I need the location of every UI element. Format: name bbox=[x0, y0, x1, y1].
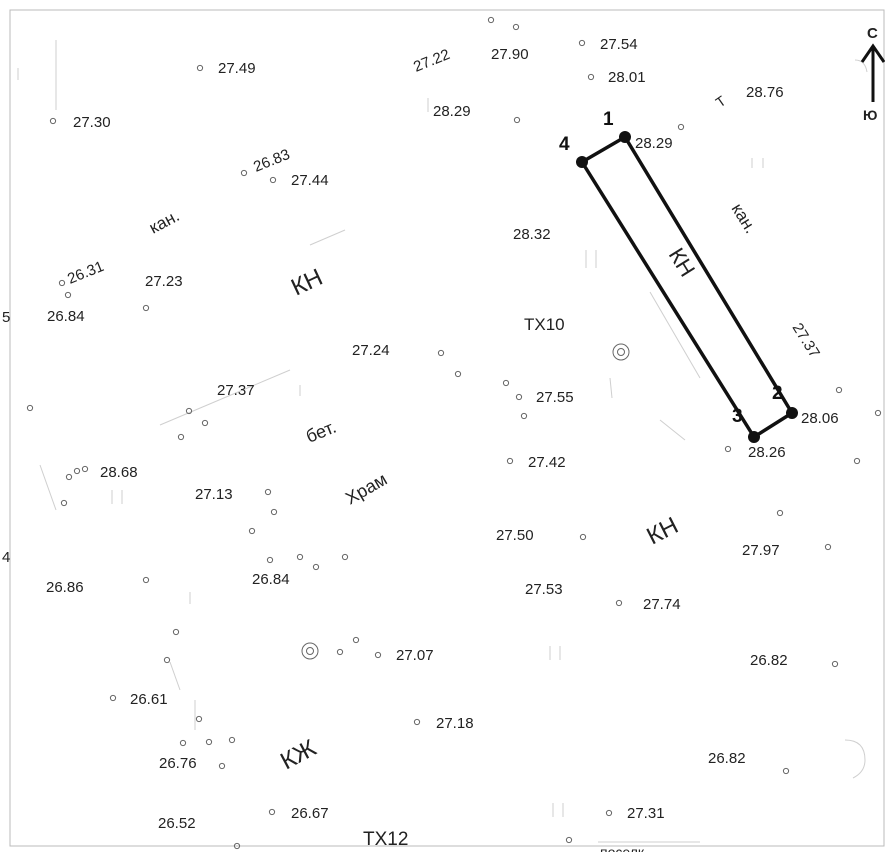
south-label: Ю bbox=[863, 107, 877, 123]
label-kn-left: КН bbox=[287, 264, 327, 302]
elevation-label: 27.55 bbox=[536, 389, 574, 406]
north-arrow: С Ю bbox=[860, 25, 885, 123]
label-t: Т bbox=[713, 92, 730, 110]
elevation-label: 26.82 bbox=[750, 652, 788, 669]
elevation-label: 27.13 bbox=[195, 486, 233, 503]
elevation-label: 27.97 bbox=[742, 542, 780, 559]
label-kan-right: кан. bbox=[728, 200, 761, 237]
north-label: С bbox=[867, 25, 878, 42]
elevation-label: 26.67 bbox=[291, 805, 329, 822]
label-edge-4: 4 bbox=[2, 549, 10, 566]
label-edge-5: 5 bbox=[2, 309, 10, 326]
elevation-label: 28.32 bbox=[513, 226, 551, 243]
elevation-label: 27.24 bbox=[352, 342, 390, 359]
label-kzh: КЖ bbox=[276, 734, 321, 775]
label-bottom-cut: поселк bbox=[600, 844, 645, 852]
elevation-label: 27.42 bbox=[528, 454, 566, 471]
label-bet: бет. bbox=[303, 417, 339, 447]
parcel-vertex-1 bbox=[619, 131, 631, 143]
elevation-label: 27.49 bbox=[218, 60, 256, 77]
map-frame bbox=[9, 9, 885, 847]
elevation-label: 27.18 bbox=[436, 715, 474, 732]
elevation-label: 27.37 bbox=[789, 320, 823, 361]
elevation-label: 27.90 bbox=[491, 46, 529, 63]
elevation-label: 28.29 bbox=[433, 103, 471, 120]
parcel-polygon: 1 2 3 4 bbox=[559, 109, 798, 443]
elevation-label: 26.84 bbox=[252, 571, 290, 588]
elevation-label: 26.76 bbox=[159, 755, 197, 772]
elevation-label: 27.54 bbox=[600, 36, 638, 53]
parcel-point-label-2: 2 bbox=[772, 383, 783, 404]
elevation-label: 26.86 bbox=[46, 579, 84, 596]
elevation-label: 27.30 bbox=[73, 114, 111, 131]
elevation-label: 27.22 bbox=[411, 46, 452, 76]
elevation-label: 28.29 bbox=[635, 135, 673, 152]
faint-survey-details bbox=[17, 40, 868, 843]
parcel-vertex-4 bbox=[576, 156, 588, 168]
elevation-label: 27.44 bbox=[291, 172, 329, 189]
elevation-label: 27.37 bbox=[217, 382, 255, 399]
elevation-label: 27.53 bbox=[525, 581, 563, 598]
elevation-label: 27.07 bbox=[396, 647, 434, 664]
parcel-point-label-1: 1 bbox=[603, 109, 614, 130]
parcel-vertex-2 bbox=[786, 407, 798, 419]
elevation-label: 26.83 bbox=[251, 146, 292, 176]
label-hram: Храм bbox=[342, 469, 390, 509]
label-tx12: ТХ12 bbox=[363, 829, 408, 850]
label-kan-left: кан. bbox=[146, 206, 183, 238]
elevation-label: 27.50 bbox=[496, 527, 534, 544]
elevation-label: 26.52 bbox=[158, 815, 196, 832]
well-symbols bbox=[301, 343, 630, 660]
elevation-label: 26.31 bbox=[65, 258, 106, 288]
elevation-label: 27.23 bbox=[145, 273, 183, 290]
parcel-vertex-3 bbox=[748, 431, 760, 443]
elevation-label: 28.26 bbox=[748, 444, 786, 461]
spot-elevations: 27.49 27.30 27.22 27.90 27.54 28.01 28.7… bbox=[46, 36, 839, 832]
elevation-label: 28.76 bbox=[746, 84, 784, 101]
survey-marks bbox=[26, 16, 882, 850]
elevation-label: 26.82 bbox=[708, 750, 746, 767]
parcel-point-label-3: 3 bbox=[732, 406, 743, 427]
elevation-label: 28.01 bbox=[608, 69, 646, 86]
parcel-point-label-4: 4 bbox=[559, 134, 570, 155]
elevation-label: 26.61 bbox=[130, 691, 168, 708]
elevation-label: 28.68 bbox=[100, 464, 138, 481]
elevation-label: 26.84 bbox=[47, 308, 85, 325]
elevation-label: 27.31 bbox=[627, 805, 665, 822]
label-tx10: ТХ10 bbox=[524, 315, 565, 334]
elevation-label: 28.06 bbox=[801, 410, 839, 427]
label-kn-right-mid: КН bbox=[642, 512, 682, 550]
elevation-label: 27.74 bbox=[643, 596, 681, 613]
